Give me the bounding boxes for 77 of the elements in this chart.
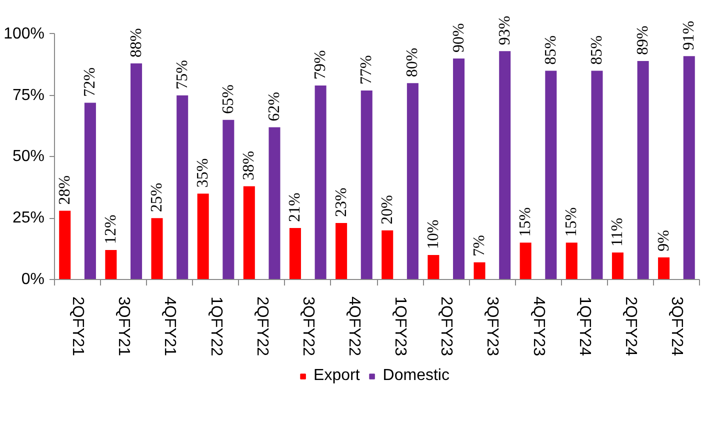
bar	[453, 58, 465, 280]
bar	[612, 252, 624, 280]
data-label: 11%	[609, 218, 626, 246]
bar	[314, 86, 326, 280]
bar	[499, 51, 511, 280]
data-label: 85%	[542, 35, 560, 65]
bar	[289, 228, 301, 280]
bar	[59, 210, 71, 280]
bar	[130, 63, 142, 280]
bar	[566, 242, 578, 280]
bar	[151, 218, 163, 280]
x-tick-label: 2QFY24	[622, 296, 639, 356]
bar	[683, 56, 695, 280]
x-tick-label: 2QFY21	[69, 296, 86, 356]
bar	[268, 127, 280, 280]
data-label: 93%	[496, 16, 514, 46]
y-tick-label: 25%	[12, 210, 45, 227]
bar	[243, 186, 255, 280]
data-label: 90%	[450, 23, 468, 53]
bar	[105, 250, 117, 280]
bar	[360, 90, 372, 280]
data-label: 35%	[194, 158, 212, 188]
data-label: 72%	[82, 67, 99, 97]
data-label: 79%	[312, 50, 330, 80]
data-label: 85%	[588, 35, 606, 65]
data-label: 9%	[655, 230, 672, 252]
data-label: 15%	[563, 207, 580, 237]
data-label: 91%	[680, 20, 698, 50]
x-tick-label: 3QFY24	[668, 296, 685, 356]
data-label: 28%	[56, 175, 74, 205]
bar	[545, 70, 557, 280]
x-tick-label: 3QFY23	[484, 296, 501, 356]
bar	[428, 254, 440, 280]
data-label: 88%	[128, 28, 145, 58]
bar	[658, 257, 670, 280]
bar	[84, 102, 96, 280]
data-label: 25%	[148, 182, 166, 212]
x-tick-label: 1QFY23	[392, 296, 409, 356]
data-label: 21%	[286, 192, 304, 222]
x-tick-label: 4QFY22	[345, 296, 362, 356]
data-label: 10%	[424, 220, 442, 249]
data-label: 23%	[332, 188, 350, 218]
bar	[591, 70, 603, 280]
bar	[336, 223, 348, 280]
bar	[637, 60, 649, 280]
bar	[520, 242, 532, 280]
x-tick-label: 1QFY24	[576, 296, 593, 356]
data-label: 7%	[471, 234, 488, 256]
bar	[474, 262, 486, 280]
data-label: 62%	[266, 92, 283, 122]
x-tick-label: 4QFY23	[530, 296, 547, 356]
data-label: 89%	[634, 26, 652, 55]
data-label: 75%	[174, 60, 191, 90]
data-label: 15%	[517, 207, 534, 237]
x-tick-label: 2QFY22	[253, 296, 270, 356]
legend-label: Export	[314, 367, 360, 385]
x-tick-label: 3QFY22	[299, 296, 316, 356]
x-tick-label: 1QFY22	[207, 296, 224, 356]
data-label: 77%	[358, 55, 376, 84]
x-tick-label: 4QFY21	[161, 296, 178, 356]
bar	[382, 230, 394, 280]
y-tick-label: 100%	[4, 25, 44, 42]
y-tick-label: 0%	[21, 271, 44, 288]
bar	[406, 83, 418, 280]
data-label: 20%	[378, 195, 396, 224]
legend-label: Domestic	[382, 367, 450, 385]
y-tick-label: 50%	[12, 148, 45, 166]
x-tick-label: 3QFY21	[115, 296, 132, 356]
bar	[222, 120, 234, 280]
x-tick-label: 2QFY23	[438, 296, 455, 356]
bar	[176, 95, 188, 280]
data-label: 65%	[220, 84, 237, 114]
data-label: 38%	[240, 150, 258, 180]
bar	[197, 194, 209, 280]
data-label: 12%	[102, 214, 120, 244]
y-tick-label: 75%	[12, 86, 45, 104]
data-label: 80%	[404, 48, 422, 78]
